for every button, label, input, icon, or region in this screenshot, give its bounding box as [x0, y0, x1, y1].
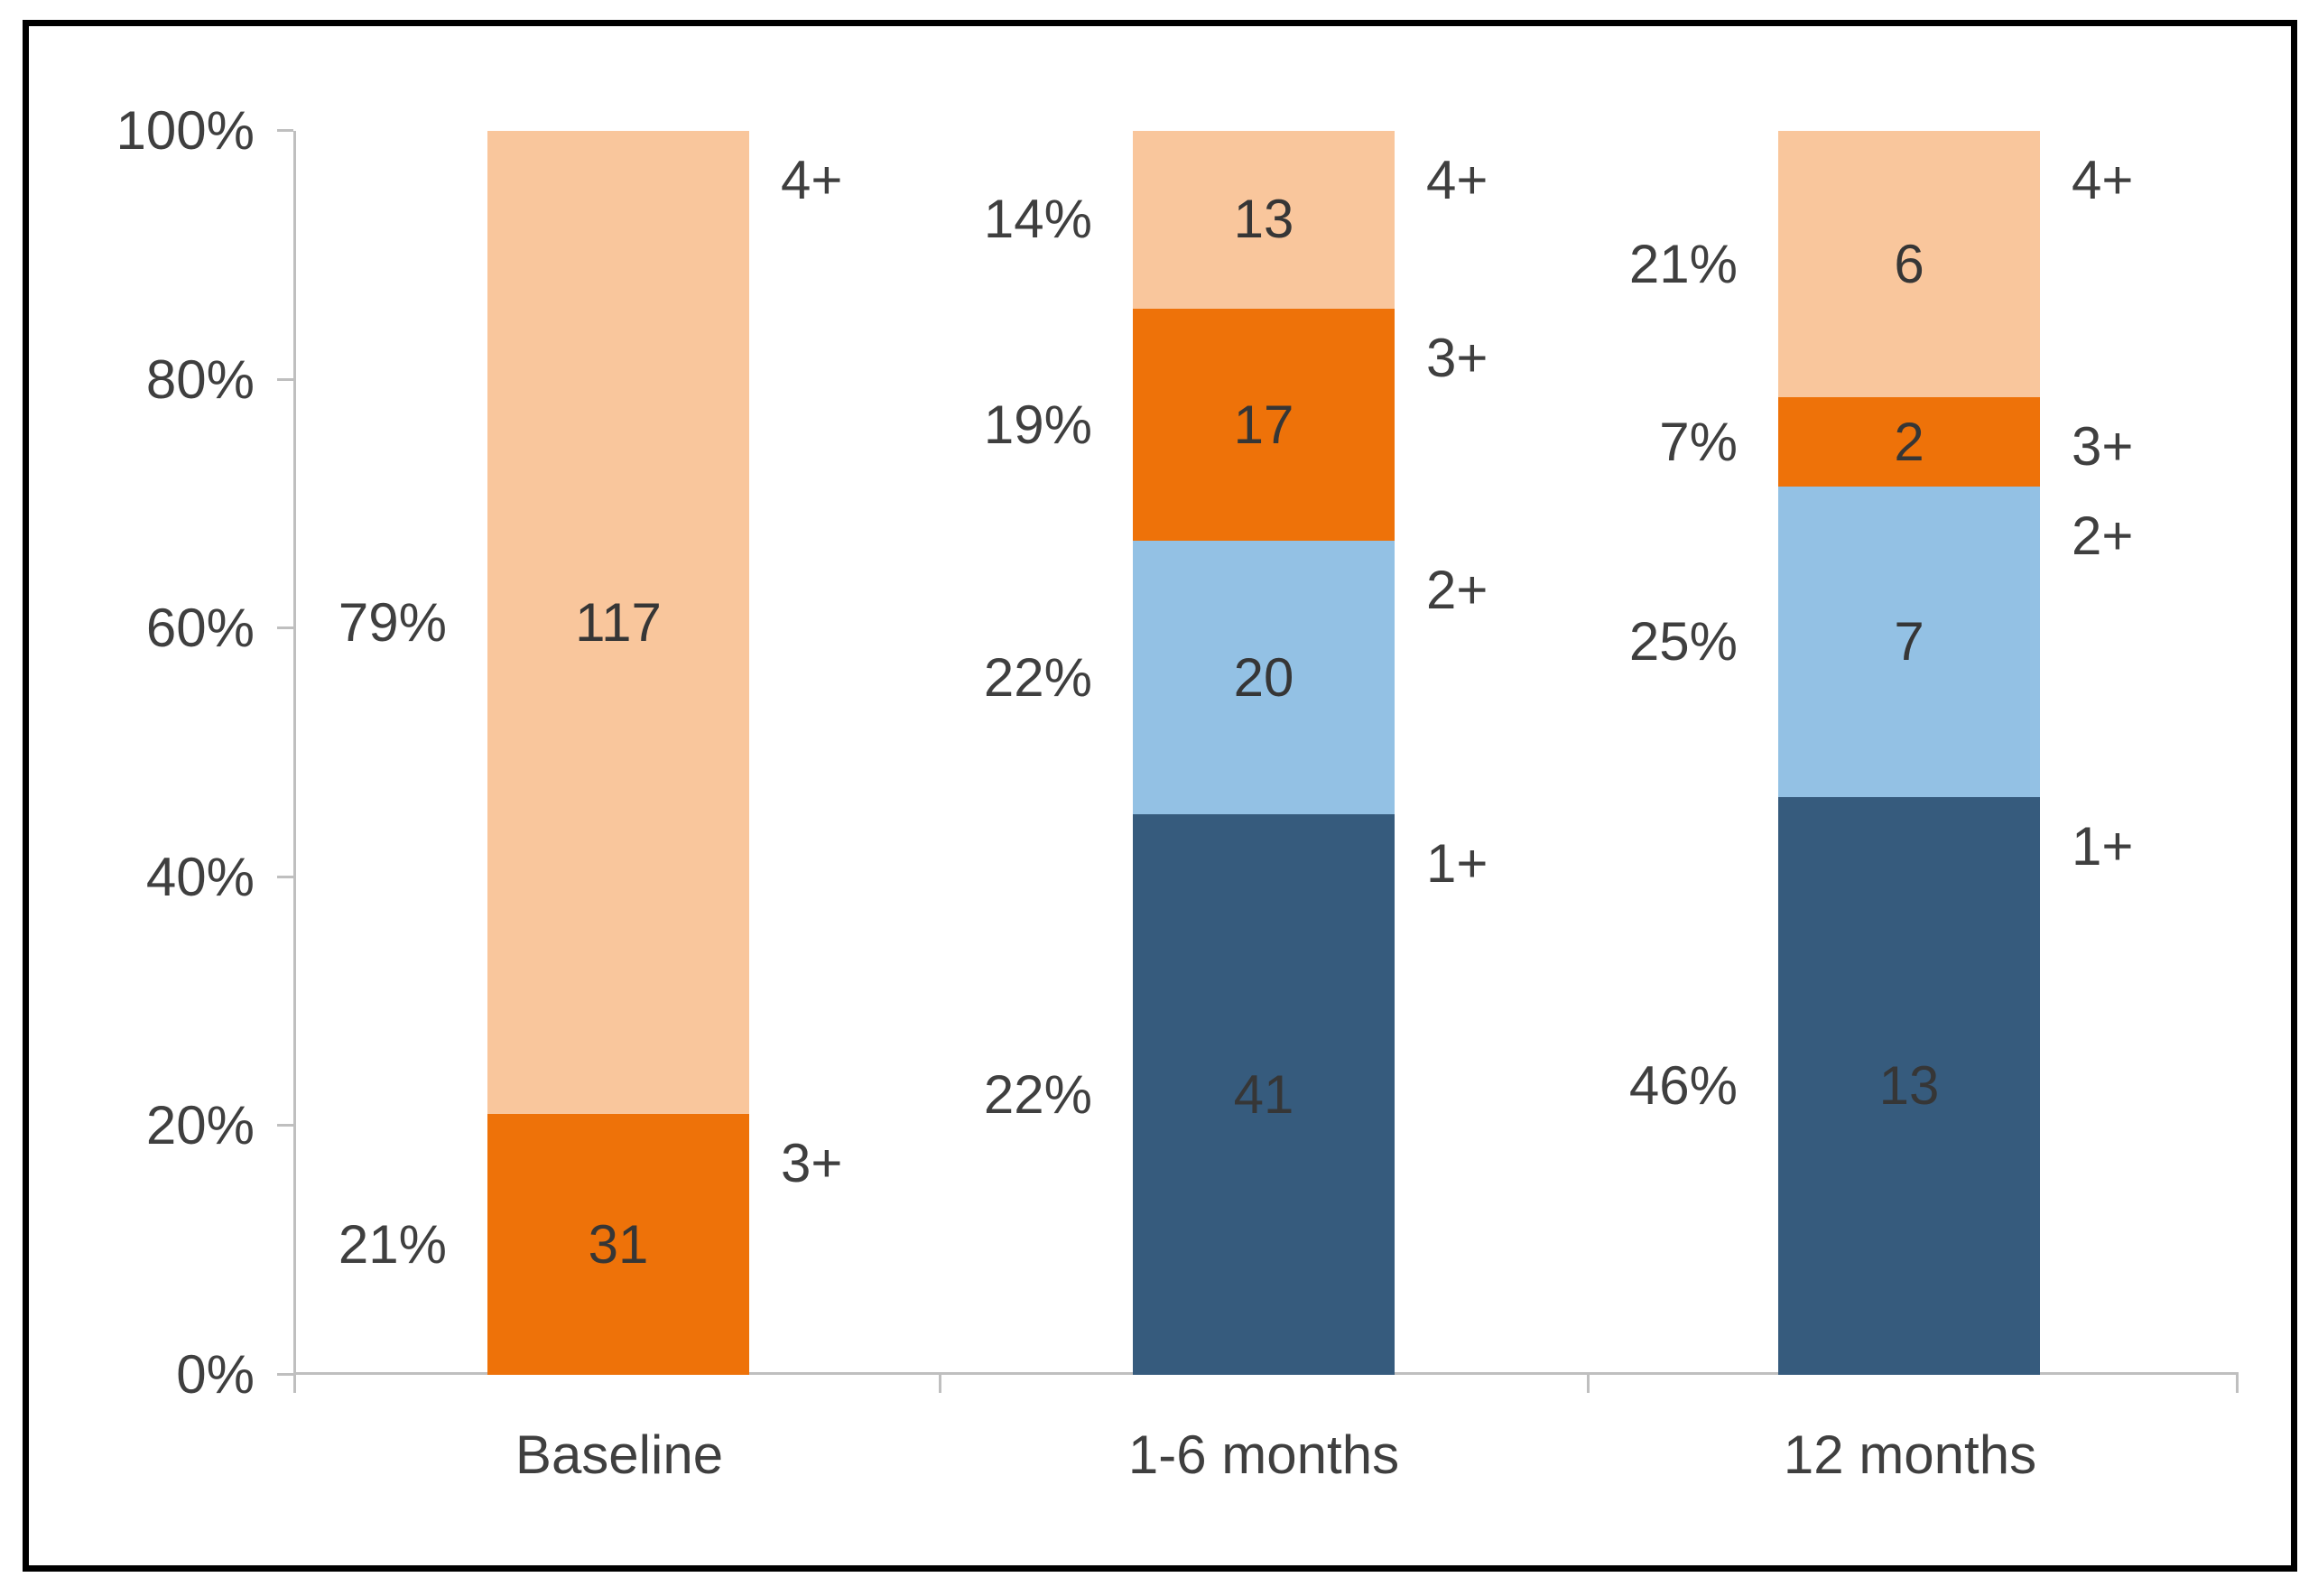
bar-segment-3+	[1133, 308, 1395, 542]
y-axis-tick-label: 100%	[116, 100, 255, 161]
y-axis-line	[293, 131, 296, 1393]
series-label-2+: 2+	[1426, 560, 1488, 621]
y-axis-tick-label: 80%	[145, 348, 255, 410]
segment-percent-label: 21%	[338, 1213, 447, 1275]
series-label-3+: 3+	[781, 1133, 843, 1194]
segment-value-label: 13	[1233, 189, 1294, 250]
segment-value-label: 7	[1894, 610, 1924, 672]
x-axis-category-label: 12 months	[1783, 1424, 2037, 1485]
bar-segment-3+	[487, 1114, 749, 1375]
series-label-3+: 3+	[2072, 416, 2134, 478]
segment-percent-label: 21%	[1628, 233, 1738, 294]
series-label-4+: 4+	[2072, 150, 2134, 210]
y-axis-tick-label: 40%	[145, 846, 255, 907]
bar-segment-2+	[1778, 486, 2040, 798]
y-axis-tick-label: 60%	[145, 598, 255, 659]
x-axis-category-label: 1-6 months	[1127, 1424, 1400, 1485]
bar-segment-4+	[487, 131, 749, 1115]
segment-percent-label: 79%	[338, 591, 447, 653]
segment-percent-label: 7%	[1659, 411, 1738, 472]
y-axis-tick	[277, 1373, 293, 1376]
y-axis-tick	[277, 875, 293, 878]
bar-segment-3+	[1778, 397, 2040, 487]
segment-value-label: 41	[1233, 1063, 1294, 1125]
y-axis-tick	[277, 129, 293, 132]
segment-value-label: 20	[1233, 646, 1294, 708]
bar-segment-1+	[1778, 797, 2040, 1375]
y-axis-tick-label: 0%	[176, 1344, 255, 1405]
bar-segment-4+	[1133, 131, 1395, 309]
segment-percent-label: 19%	[983, 394, 1092, 455]
x-axis-boundary-tick	[2236, 1375, 2239, 1393]
y-axis-tick	[277, 626, 293, 630]
y-axis-tick	[277, 377, 293, 381]
segment-percent-label: 22%	[983, 646, 1092, 708]
segment-value-label: 31	[588, 1213, 649, 1275]
y-axis-tick-label: 20%	[145, 1095, 255, 1156]
series-label-4+: 4+	[1426, 150, 1488, 210]
segment-percent-label: 25%	[1628, 610, 1738, 672]
segment-percent-label: 46%	[1628, 1055, 1738, 1117]
segment-value-label: 117	[575, 591, 662, 653]
series-label-3+: 3+	[1426, 327, 1488, 388]
bar-segment-1+	[1133, 814, 1395, 1375]
x-axis-boundary-tick	[1587, 1375, 1590, 1393]
segment-value-label: 2	[1894, 411, 1924, 472]
series-label-2+: 2+	[2072, 505, 2134, 566]
segment-percent-label: 14%	[983, 189, 1092, 250]
series-label-1+: 1+	[2072, 816, 2134, 877]
x-axis-category-label: Baseline	[515, 1424, 724, 1485]
segment-value-label: 6	[1894, 233, 1924, 294]
x-axis-boundary-tick	[939, 1375, 941, 1393]
bar-segment-2+	[1133, 541, 1395, 815]
series-label-1+: 1+	[1426, 833, 1488, 895]
segment-percent-label: 22%	[983, 1063, 1092, 1125]
bar-segment-4+	[1778, 131, 2040, 398]
segment-value-label: 13	[1878, 1055, 1940, 1117]
y-axis-tick	[277, 1124, 293, 1127]
series-label-4+: 4+	[781, 150, 843, 210]
segment-value-label: 17	[1233, 394, 1294, 455]
